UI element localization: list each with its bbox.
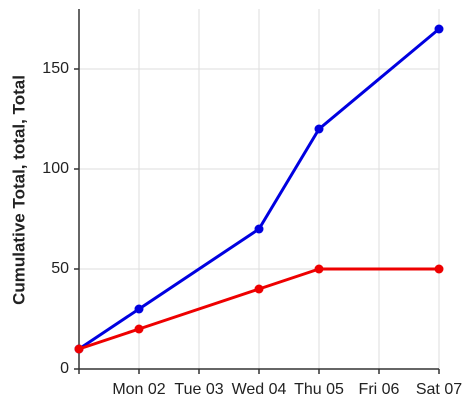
line-segment: [257, 128, 321, 230]
point: [134, 324, 144, 334]
y-tick-label: 100: [42, 160, 69, 177]
point: [314, 124, 324, 134]
point: [254, 224, 264, 234]
line-segment: [318, 27, 440, 131]
x-tick-label: Wed 04: [232, 381, 287, 398]
point: [434, 264, 444, 274]
x-tick-label: Fri 06: [359, 381, 400, 398]
point: [434, 24, 444, 34]
line-segment: [138, 227, 260, 311]
line-segment: [258, 267, 320, 291]
point: [254, 284, 264, 294]
point: [314, 264, 324, 274]
point: [134, 304, 144, 314]
x-tick-label: Mon 02: [112, 381, 165, 398]
x-tick-label: Tue 03: [174, 381, 223, 398]
x-tick-label: Thu 05: [294, 381, 344, 398]
y-tick-label: 0: [60, 360, 69, 377]
point: [74, 344, 84, 354]
y-tick-label: 150: [42, 60, 69, 77]
line-segment: [78, 307, 140, 351]
x-tick-label: Sat 07: [416, 381, 462, 398]
y-tick-label: 50: [51, 260, 69, 277]
y-axis-label: Cumulative Total, total, Total: [9, 75, 28, 305]
line-segment: [78, 327, 140, 351]
line-segment: [138, 287, 260, 331]
